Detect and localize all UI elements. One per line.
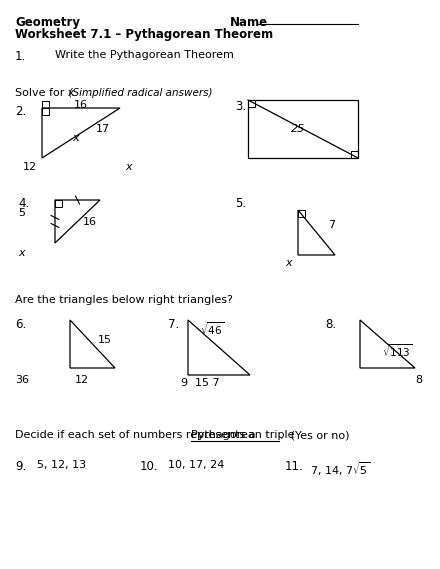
Text: 11.: 11. (285, 460, 304, 473)
Bar (248, 100, 358, 158)
Text: x: x (125, 162, 132, 172)
Text: x: x (18, 248, 25, 258)
Text: 9.: 9. (15, 460, 26, 473)
Text: Solve for x.: Solve for x. (15, 88, 78, 98)
Text: Worksheet 7.1 – Pythagorean Theorem: Worksheet 7.1 – Pythagorean Theorem (15, 28, 273, 41)
Text: 5.: 5. (235, 197, 246, 210)
Text: Decide if each set of numbers represents a: Decide if each set of numbers represents… (15, 430, 259, 440)
Text: 25: 25 (291, 124, 305, 134)
Text: 12: 12 (75, 375, 89, 385)
Text: 6.: 6. (15, 318, 26, 331)
Text: x: x (73, 133, 79, 143)
Text: 2.: 2. (15, 105, 26, 118)
Text: 9: 9 (180, 378, 187, 388)
Text: Name: Name (230, 16, 268, 29)
Text: 16: 16 (83, 216, 96, 226)
Text: Geometry: Geometry (15, 16, 80, 29)
Text: Write the Pythagorean Theorem: Write the Pythagorean Theorem (55, 50, 234, 60)
Text: $\sqrt{113}$: $\sqrt{113}$ (382, 342, 413, 358)
Text: 16: 16 (74, 100, 88, 110)
Text: (Simplified radical answers): (Simplified radical answers) (62, 88, 213, 98)
Text: 7, 14, 7$\sqrt{5}$: 7, 14, 7$\sqrt{5}$ (310, 460, 370, 477)
Text: 10, 17, 24: 10, 17, 24 (168, 460, 224, 470)
Text: 4.: 4. (18, 197, 29, 210)
Text: Are the triangles below right triangles?: Are the triangles below right triangles? (15, 295, 233, 305)
Text: 3.: 3. (235, 100, 246, 113)
Text: 5: 5 (18, 208, 25, 218)
Text: 12: 12 (23, 162, 37, 172)
Text: 36: 36 (15, 375, 29, 385)
Text: $\sqrt{46}$: $\sqrt{46}$ (200, 320, 224, 337)
Text: 7.: 7. (168, 318, 179, 331)
Text: 15: 15 (98, 335, 111, 345)
Text: 5, 12, 13: 5, 12, 13 (37, 460, 86, 470)
Text: x: x (285, 258, 292, 268)
Text: 1.: 1. (15, 50, 26, 63)
Text: 7: 7 (329, 220, 336, 229)
Text: 15 7: 15 7 (195, 378, 220, 388)
Text: .  (Yes or no): . (Yes or no) (280, 430, 349, 440)
Text: 17: 17 (96, 124, 110, 134)
Text: Pythagorean triple: Pythagorean triple (191, 430, 294, 440)
Text: 10.: 10. (140, 460, 159, 473)
Text: 8.: 8. (325, 318, 336, 331)
Text: 8: 8 (415, 375, 422, 385)
